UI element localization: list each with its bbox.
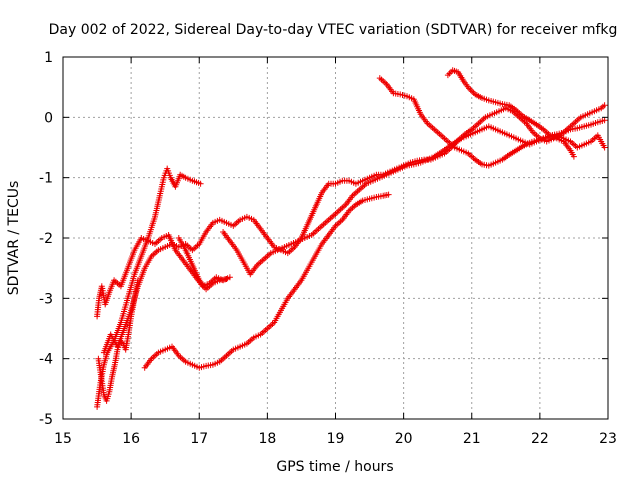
grid-lines bbox=[63, 57, 608, 419]
series-markers bbox=[95, 277, 141, 404]
x-axis-label: GPS time / hours bbox=[276, 459, 393, 475]
series-markers bbox=[141, 191, 392, 371]
y-tick-label: -4 bbox=[39, 352, 53, 368]
y-tick-label: 1 bbox=[44, 50, 53, 66]
series-track-8 bbox=[175, 235, 230, 293]
x-tick-label: 21 bbox=[463, 431, 481, 447]
series-track-7 bbox=[444, 67, 577, 160]
x-tick-label: 20 bbox=[395, 431, 413, 447]
x-tick-label: 15 bbox=[54, 431, 72, 447]
x-tick-label: 19 bbox=[327, 431, 345, 447]
data-series bbox=[94, 67, 608, 410]
x-tick-label: 17 bbox=[190, 431, 208, 447]
y-tick-label: 0 bbox=[44, 110, 53, 126]
series-markers bbox=[444, 67, 577, 160]
series-track-9 bbox=[95, 277, 141, 404]
x-tick-label: 18 bbox=[258, 431, 276, 447]
y-tick-label: -1 bbox=[39, 171, 53, 187]
series-track-1 bbox=[94, 165, 204, 410]
x-tick-label: 22 bbox=[531, 431, 549, 447]
axis-ticks: 15 16 17 18 19 20 21 22 23 -5 -4 -3 -2 -1 0 1 bbox=[39, 50, 617, 447]
series-track-3 bbox=[100, 102, 608, 356]
y-tick-label: -5 bbox=[39, 412, 53, 428]
x-tick-label: 16 bbox=[122, 431, 140, 447]
y-tick-label: -2 bbox=[39, 231, 53, 247]
y-axis-label: SDTVAR / TECUs bbox=[6, 181, 22, 296]
y-tick-label: -3 bbox=[39, 291, 53, 307]
x-tick-label: 23 bbox=[599, 431, 617, 447]
series-markers bbox=[100, 102, 608, 356]
series-markers bbox=[175, 235, 230, 293]
series-track-4 bbox=[141, 191, 392, 371]
chart-title: Day 002 of 2022, Sidereal Day-to-day VTE… bbox=[49, 22, 618, 38]
